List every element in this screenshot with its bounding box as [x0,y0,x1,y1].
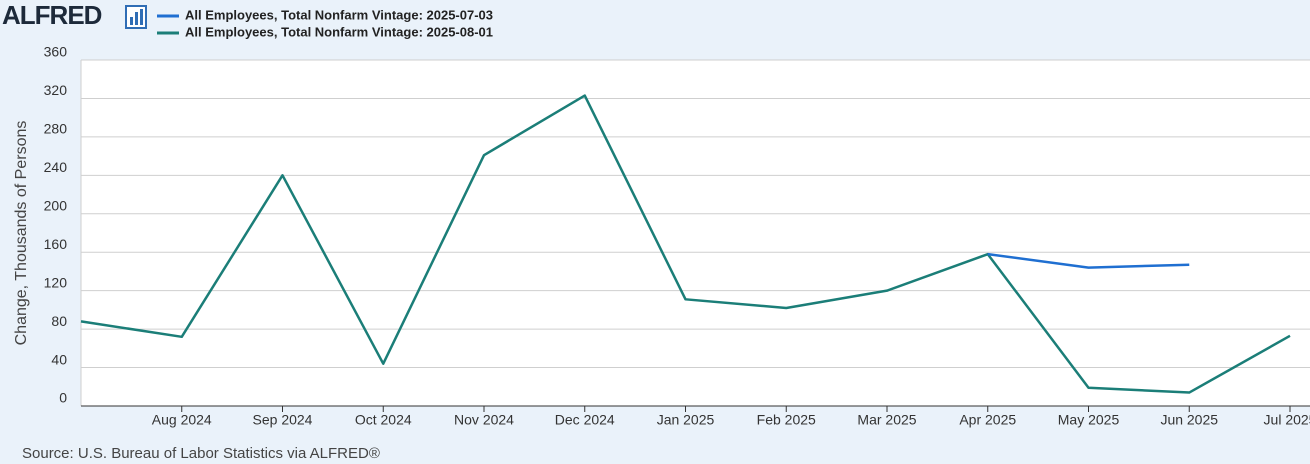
y-axis-label: Change, Thousands of Persons [13,121,30,346]
x-tick-label: Dec 2024 [555,412,615,428]
logo: ALFRED [2,0,102,30]
logo-icon-bar [135,12,138,25]
x-tick-label: Sep 2024 [253,412,313,428]
x-tick-label: Jan 2025 [657,412,715,428]
y-tick-label: 40 [51,351,67,367]
y-tick-label: 320 [44,82,68,98]
x-tick-label: Jun 2025 [1160,412,1218,428]
y-tick-label: 0 [59,390,67,406]
x-tick-label: Apr 2025 [959,412,1016,428]
y-tick-label: 200 [44,197,68,213]
x-tick-label: Mar 2025 [857,412,916,428]
source: Source: U.S. Bureau of Labor Statistics … [22,445,380,462]
y-tick-label: 120 [44,274,68,290]
y-tick-label: 240 [44,159,68,175]
x-tick-label: Feb 2025 [757,412,816,428]
y-tick-label: 280 [44,121,68,137]
x-tick-label: Jul 2025 [1264,412,1310,428]
x-tick-label: May 2025 [1058,412,1120,428]
series-line [80,94,1291,394]
x-tick-label: Nov 2024 [454,412,514,428]
legend-label: All Employees, Total Nonfarm Vintage: 20… [185,7,493,22]
plot-area [81,60,1310,406]
logo-icon-bar [140,9,143,25]
legend-label: All Employees, Total Nonfarm Vintage: 20… [185,24,493,39]
y-tick-label: 80 [51,313,67,329]
x-tick-label: Oct 2024 [355,412,412,428]
series-line [987,252,1190,269]
x-tick-label: Aug 2024 [152,412,212,428]
y-tick-label: 160 [44,236,68,252]
y-tick-label: 360 [44,44,68,60]
logo-icon-bar [130,17,133,25]
